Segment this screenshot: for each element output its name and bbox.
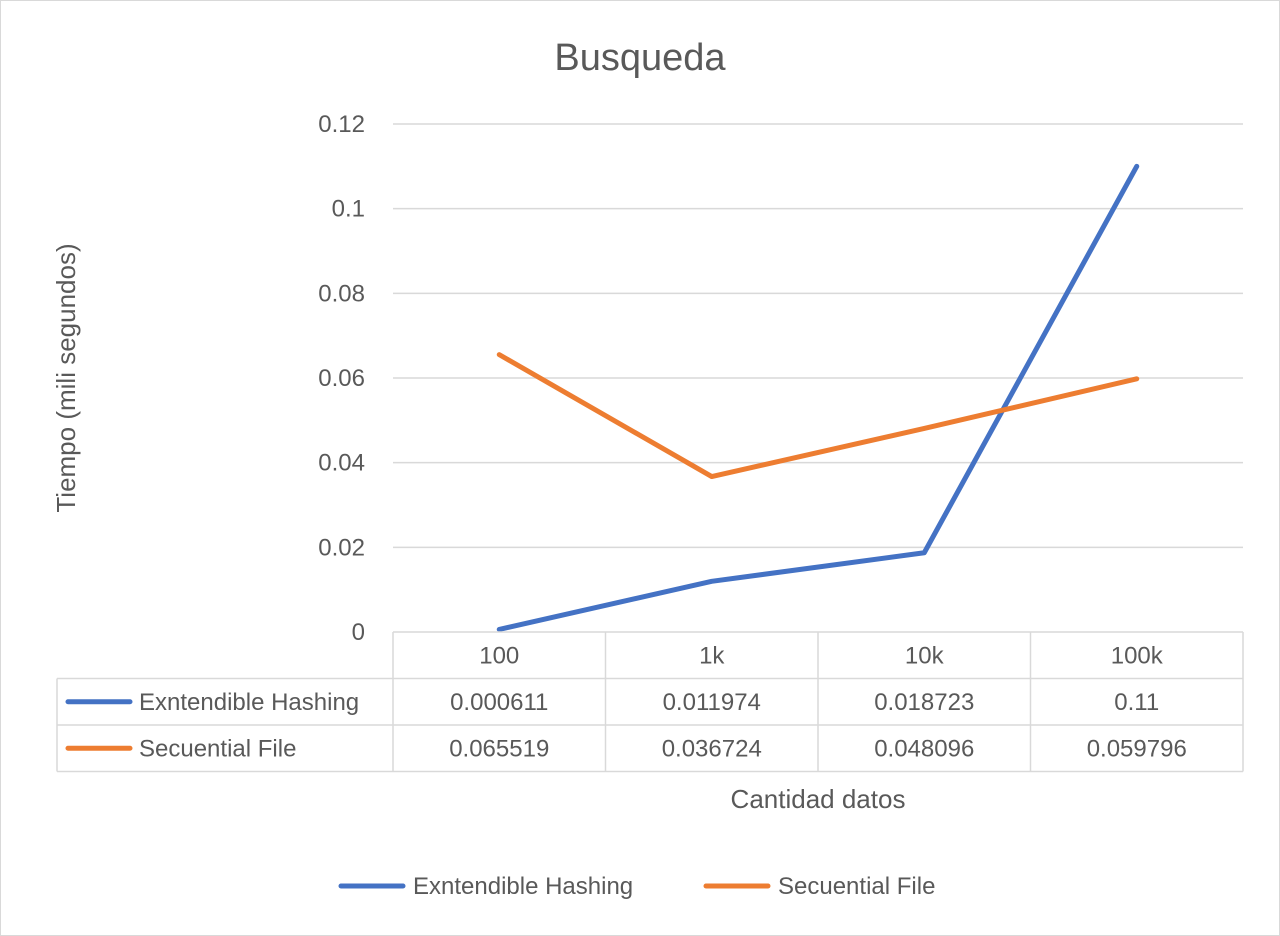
data-label: 0.059796 [1087, 735, 1187, 762]
table-series-name: Exntendible Hashing [139, 689, 359, 716]
legend-label: Exntendible Hashing [413, 873, 633, 900]
y-tick-label: 0.04 [318, 450, 365, 477]
y-tick-label: 0.12 [318, 111, 365, 138]
data-label: 0.036724 [662, 735, 762, 762]
y-tick-label: 0.1 [332, 196, 365, 223]
y-tick-label: 0.02 [318, 534, 365, 561]
y-tick-label: 0.06 [318, 365, 365, 392]
table-series-name: Secuential File [139, 735, 296, 762]
series-lines [496, 163, 1140, 632]
y-axis-title: Tiempo (mili segundos) [51, 243, 81, 512]
series-line-secuential-file [496, 352, 1140, 480]
y-tick-label: 0.08 [318, 280, 365, 307]
data-label: 0.048096 [874, 735, 974, 762]
data-label: 0.011974 [663, 689, 761, 716]
data-label: 0.11 [1114, 689, 1159, 716]
data-label: 0.000611 [450, 689, 548, 716]
x-category-label: 10k [905, 642, 945, 669]
gridlines [393, 123, 1243, 549]
data-table: 100 1k 10k 100k Exntendible Hashing 0.000611 0… [56, 631, 1244, 773]
chart-title: Busqueda [554, 37, 726, 79]
legend: Exntendible Hashing Secuential File [338, 873, 935, 900]
x-category-label: 100k [1111, 642, 1164, 669]
data-label: 0.018723 [874, 689, 974, 716]
x-axis-title: Cantidad datos [731, 784, 906, 814]
legend-label: Secuential File [778, 873, 935, 900]
y-tick-label: 0 [352, 619, 365, 646]
data-label: 0.065519 [449, 735, 549, 762]
x-category-label: 100 [479, 642, 519, 669]
series-line-exntendible-hashing [496, 163, 1140, 632]
x-category-label: 1k [699, 642, 725, 669]
y-axis-ticks: 0 0.02 0.04 0.06 0.08 0.1 0.12 [318, 111, 365, 646]
